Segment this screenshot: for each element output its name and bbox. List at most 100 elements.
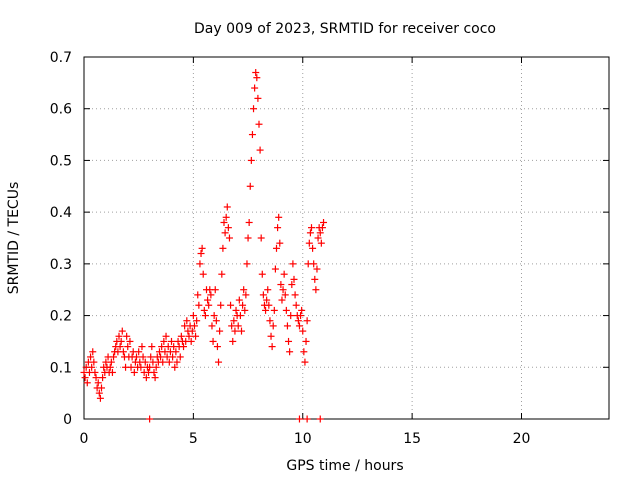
data-point xyxy=(288,281,296,289)
data-point xyxy=(310,260,318,268)
data-point xyxy=(92,374,100,382)
data-point xyxy=(235,296,243,304)
data-point xyxy=(250,105,258,113)
data-point xyxy=(314,234,322,242)
data-point xyxy=(217,301,225,309)
data-point xyxy=(227,301,235,309)
x-tick-label: 0 xyxy=(80,431,89,447)
data-point xyxy=(146,415,154,423)
data-point xyxy=(320,218,328,226)
data-point xyxy=(300,348,308,356)
data-point xyxy=(162,332,170,340)
data-point xyxy=(188,327,196,335)
data-point xyxy=(141,358,149,366)
data-point xyxy=(185,332,193,340)
data-point xyxy=(247,156,255,164)
data-point xyxy=(242,291,250,299)
data-point xyxy=(262,306,270,314)
data-point xyxy=(243,260,251,268)
data-point xyxy=(146,363,154,371)
data-point xyxy=(95,389,103,397)
data-point xyxy=(268,343,276,351)
data-point xyxy=(228,322,236,330)
data-point xyxy=(232,306,240,314)
data-point xyxy=(313,265,321,273)
y-axis-label: SRMTID / TECUs xyxy=(6,182,22,295)
plot-frame xyxy=(83,56,610,420)
data-point xyxy=(270,306,278,314)
data-point xyxy=(278,296,286,304)
data-point xyxy=(211,286,219,294)
data-point xyxy=(198,244,206,252)
data-point xyxy=(139,353,147,361)
data-point xyxy=(107,358,115,366)
data-point xyxy=(172,348,180,356)
data-point xyxy=(169,353,177,361)
data-point xyxy=(99,374,107,382)
data-point xyxy=(316,229,324,237)
data-point xyxy=(282,306,290,314)
data-point xyxy=(127,363,135,371)
x-tick-label: 10 xyxy=(294,431,312,447)
data-point xyxy=(171,363,179,371)
data-point xyxy=(295,415,303,423)
data-point xyxy=(280,270,288,278)
x-tick-label: 15 xyxy=(403,431,421,447)
data-point xyxy=(194,291,202,299)
data-point xyxy=(274,224,282,232)
data-point xyxy=(225,234,233,242)
data-point xyxy=(115,332,123,340)
data-point xyxy=(311,275,319,283)
data-point xyxy=(303,317,311,325)
data-point xyxy=(118,327,126,335)
data-point xyxy=(158,343,166,351)
y-tick-label: 0.1 xyxy=(50,360,72,376)
data-point xyxy=(123,332,131,340)
y-tick-label: 0 xyxy=(63,412,72,428)
data-point xyxy=(212,317,220,325)
data-point xyxy=(135,348,143,356)
data-point xyxy=(207,291,215,299)
data-point xyxy=(256,146,264,154)
data-point xyxy=(287,312,295,320)
data-point xyxy=(309,244,317,252)
data-point xyxy=(165,358,173,366)
data-point xyxy=(137,363,145,371)
data-point xyxy=(150,368,158,376)
data-point xyxy=(303,415,311,423)
data-point xyxy=(213,343,221,351)
data-point xyxy=(271,265,279,273)
data-point xyxy=(279,286,287,294)
data-point xyxy=(318,224,326,232)
data-point xyxy=(312,286,320,294)
gridlines xyxy=(84,57,609,419)
data-point xyxy=(168,337,175,345)
axis-ticks xyxy=(83,56,609,420)
data-point xyxy=(265,301,273,309)
data-point xyxy=(246,182,254,190)
data-point xyxy=(190,322,198,330)
data-point xyxy=(231,327,239,335)
x-tick-label: 20 xyxy=(513,431,531,447)
data-point xyxy=(200,306,208,314)
data-point xyxy=(251,84,259,92)
data-point xyxy=(91,368,99,376)
data-point xyxy=(255,120,263,128)
data-point xyxy=(292,301,300,309)
data-point xyxy=(204,296,212,304)
data-point xyxy=(88,363,96,371)
data-point xyxy=(130,368,138,376)
data-point xyxy=(142,374,150,382)
data-point xyxy=(283,322,291,330)
data-point xyxy=(205,301,213,309)
data-point xyxy=(159,358,167,366)
data-point xyxy=(298,306,306,314)
data-point xyxy=(124,343,132,351)
data-point xyxy=(98,384,105,392)
data-point xyxy=(119,348,127,356)
data-point xyxy=(308,224,315,232)
data-point xyxy=(253,74,261,82)
data-point xyxy=(290,275,298,283)
data-point xyxy=(180,343,188,351)
